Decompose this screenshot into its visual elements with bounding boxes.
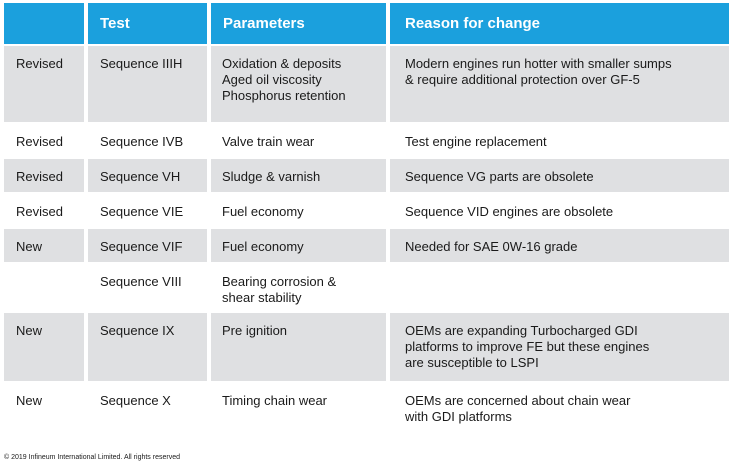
row-parameters: Bearing corrosion & shear stability <box>211 264 386 311</box>
row-parameters: Sludge & varnish <box>211 159 386 192</box>
row-status: New <box>4 313 84 381</box>
row-reason <box>390 264 729 311</box>
header-parameters: Parameters <box>211 3 386 44</box>
row-reason: Modern engines run hotter with smaller s… <box>390 46 729 122</box>
test-changes-table: Test Parameters Reason for change Revise… <box>4 3 729 437</box>
row-status: Revised <box>4 46 84 122</box>
row-reason: OEMs are concerned about chain wear with… <box>390 383 729 437</box>
row-parameters: Oxidation & deposits Aged oil viscosity … <box>211 46 386 122</box>
row-test: Sequence X <box>88 383 207 437</box>
row-test: Sequence VIE <box>88 194 207 227</box>
row-test: Sequence VH <box>88 159 207 192</box>
row-status: New <box>4 383 84 437</box>
row-status: Revised <box>4 124 84 157</box>
row-test: Sequence VIII <box>88 264 207 311</box>
row-status <box>4 264 84 311</box>
row-parameters: Pre ignition <box>211 313 386 381</box>
row-test: Sequence VIF <box>88 229 207 262</box>
row-status: New <box>4 229 84 262</box>
row-reason: Sequence VG parts are obsolete <box>390 159 729 192</box>
row-status: Revised <box>4 159 84 192</box>
row-test: Sequence IX <box>88 313 207 381</box>
header-test: Test <box>88 3 207 44</box>
row-test: Sequence IVB <box>88 124 207 157</box>
row-reason: Sequence VID engines are obsolete <box>390 194 729 227</box>
row-parameters: Fuel economy <box>211 229 386 262</box>
row-parameters: Fuel economy <box>211 194 386 227</box>
row-parameters: Valve train wear <box>211 124 386 157</box>
row-reason: OEMs are expanding Turbocharged GDI plat… <box>390 313 729 381</box>
row-reason: Needed for SAE 0W-16 grade <box>390 229 729 262</box>
header-status <box>4 3 84 44</box>
copyright-notice: © 2019 Infineum International Limited. A… <box>4 454 180 461</box>
header-reason: Reason for change <box>390 3 729 44</box>
row-test: Sequence IIIH <box>88 46 207 122</box>
row-status: Revised <box>4 194 84 227</box>
row-parameters: Timing chain wear <box>211 383 386 437</box>
row-reason: Test engine replacement <box>390 124 729 157</box>
